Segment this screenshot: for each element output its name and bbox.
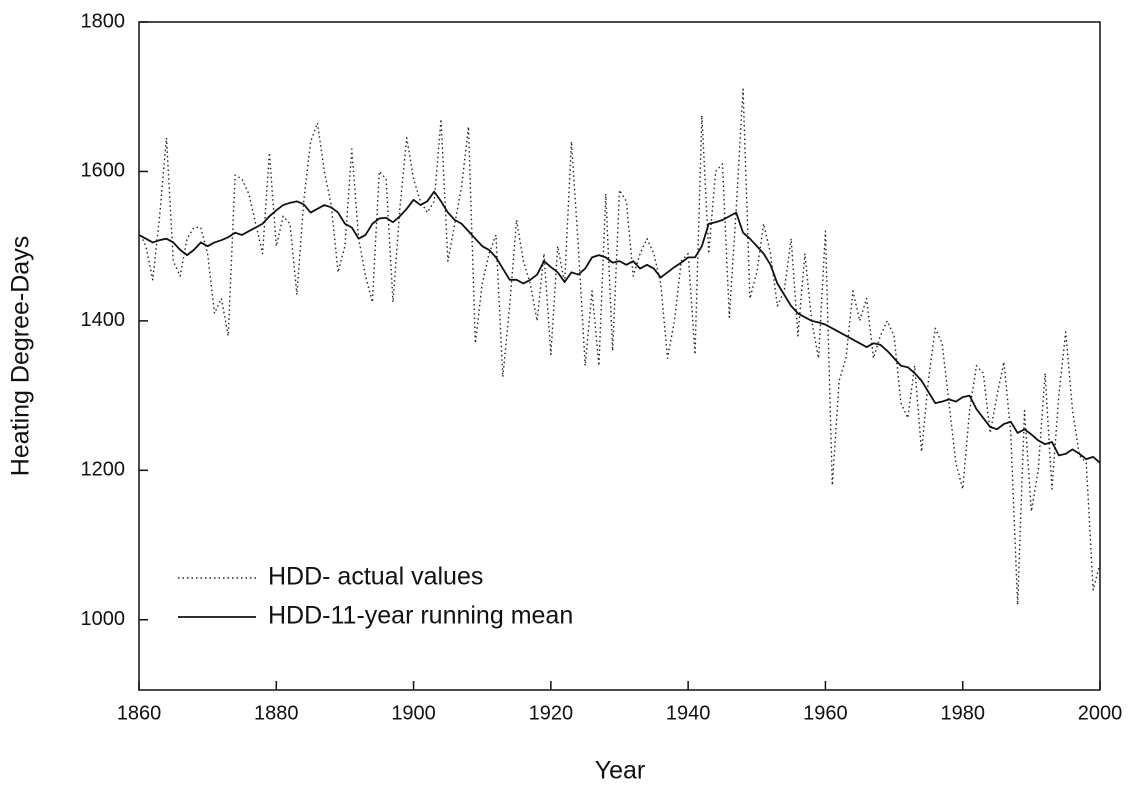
x-tick-label: 2000: [1078, 702, 1123, 724]
plot-frame: [138, 21, 1101, 691]
x-tick-label: 1860: [117, 702, 162, 724]
y-tick-label: 1800: [81, 10, 126, 32]
y-axis-title: Heating Degree-Days: [7, 236, 35, 476]
legend-label: HDD- actual values: [268, 563, 483, 591]
y-tick-label: 1400: [81, 309, 126, 331]
data-line: [138, 190, 1101, 464]
x-tick-label: 1880: [254, 702, 299, 724]
x-tick-label: 1960: [803, 702, 848, 724]
x-tick-label: 1980: [940, 702, 985, 724]
x-tick-label: 1940: [666, 702, 711, 724]
y-tick-label: 1000: [81, 608, 126, 630]
y-tick-label: 1200: [81, 459, 126, 481]
data-line: [138, 88, 1101, 606]
x-tick-label: 1900: [391, 702, 436, 724]
x-tick-label: 1920: [529, 702, 574, 724]
legend-label: HDD-11-year running mean: [268, 602, 573, 630]
x-axis-title: Year: [595, 757, 646, 785]
y-tick-label: 1600: [81, 160, 126, 182]
